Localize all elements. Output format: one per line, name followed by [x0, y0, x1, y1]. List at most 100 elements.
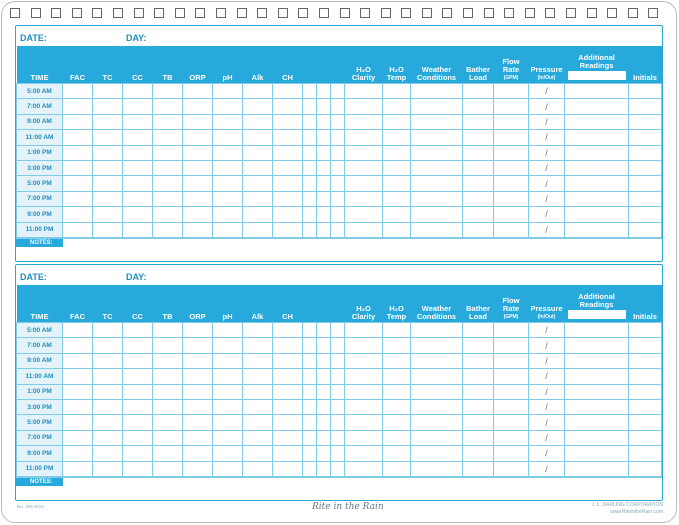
entry-cell[interactable]: [272, 159, 303, 177]
entry-cell[interactable]: [382, 337, 411, 354]
entry-cell[interactable]: [62, 383, 93, 400]
entry-cell[interactable]: [62, 113, 93, 131]
entry-cell[interactable]: [344, 383, 383, 400]
entry-cell[interactable]: [92, 460, 123, 477]
entry-cell[interactable]: [122, 383, 153, 400]
pressure-cell[interactable]: /: [528, 398, 565, 416]
entry-cell[interactable]: [302, 190, 317, 208]
entry-cell[interactable]: [462, 321, 494, 339]
entry-cell[interactable]: [330, 129, 345, 146]
entry-cell[interactable]: [302, 383, 317, 400]
entry-cell[interactable]: [316, 159, 331, 177]
entry-cell[interactable]: [628, 352, 662, 370]
entry-cell[interactable]: [628, 190, 662, 208]
entry-cell[interactable]: [316, 206, 331, 223]
entry-cell[interactable]: [410, 414, 463, 431]
pressure-cell[interactable]: /: [528, 414, 565, 431]
entry-cell[interactable]: [462, 129, 494, 146]
entry-cell[interactable]: [493, 144, 529, 161]
entry-cell[interactable]: [242, 175, 273, 192]
entry-cell[interactable]: [242, 321, 273, 339]
entry-cell[interactable]: [493, 159, 529, 177]
pressure-cell[interactable]: /: [528, 352, 565, 370]
entry-cell[interactable]: [122, 368, 153, 385]
entry-cell[interactable]: [62, 175, 93, 192]
entry-cell[interactable]: [462, 144, 494, 161]
entry-cell[interactable]: [212, 414, 243, 431]
entry-cell[interactable]: [382, 460, 411, 477]
entry-cell[interactable]: [212, 398, 243, 416]
entry-cell[interactable]: [302, 221, 317, 238]
entry-cell[interactable]: [330, 429, 345, 447]
entry-cell[interactable]: [344, 175, 383, 192]
entry-cell[interactable]: [410, 383, 463, 400]
notes-area[interactable]: NOTES:: [16, 476, 662, 517]
entry-cell[interactable]: [92, 368, 123, 385]
entry-cell[interactable]: [493, 352, 529, 370]
entry-cell[interactable]: [182, 113, 213, 131]
entry-cell[interactable]: [628, 383, 662, 400]
entry-cell[interactable]: [493, 321, 529, 339]
entry-cell[interactable]: [152, 221, 183, 238]
entry-cell[interactable]: [242, 383, 273, 400]
entry-cell[interactable]: [62, 129, 93, 146]
entry-cell[interactable]: [122, 190, 153, 208]
pressure-cell[interactable]: /: [528, 82, 565, 100]
entry-cell[interactable]: [302, 82, 317, 100]
entry-cell[interactable]: [344, 221, 383, 238]
entry-cell[interactable]: [62, 321, 93, 339]
entry-cell[interactable]: [92, 82, 123, 100]
entry-cell[interactable]: [382, 414, 411, 431]
entry-cell[interactable]: [92, 429, 123, 447]
entry-cell[interactable]: [122, 98, 153, 115]
entry-cell[interactable]: [344, 159, 383, 177]
entry-cell[interactable]: [628, 398, 662, 416]
entry-cell[interactable]: [242, 414, 273, 431]
entry-cell[interactable]: [410, 460, 463, 477]
entry-cell[interactable]: [410, 190, 463, 208]
entry-cell[interactable]: [182, 175, 213, 192]
entry-cell[interactable]: [182, 445, 213, 462]
entry-cell[interactable]: [344, 368, 383, 385]
entry-cell[interactable]: [182, 337, 213, 354]
pressure-cell[interactable]: /: [528, 159, 565, 177]
entry-cell[interactable]: [212, 460, 243, 477]
entry-cell[interactable]: [272, 129, 303, 146]
entry-cell[interactable]: [212, 337, 243, 354]
entry-cell[interactable]: [344, 129, 383, 146]
entry-cell[interactable]: [182, 129, 213, 146]
entry-cell[interactable]: [344, 206, 383, 223]
entry-cell[interactable]: [122, 414, 153, 431]
entry-cell[interactable]: [382, 175, 411, 192]
entry-cell[interactable]: [382, 144, 411, 161]
entry-cell[interactable]: [382, 221, 411, 238]
entry-cell[interactable]: [410, 221, 463, 238]
entry-cell[interactable]: [242, 98, 273, 115]
entry-cell[interactable]: [382, 368, 411, 385]
entry-cell[interactable]: [92, 190, 123, 208]
entry-cell[interactable]: [330, 445, 345, 462]
entry-cell[interactable]: [493, 429, 529, 447]
entry-cell[interactable]: [410, 368, 463, 385]
entry-cell[interactable]: [212, 352, 243, 370]
entry-cell[interactable]: [330, 352, 345, 370]
entry-cell[interactable]: [62, 206, 93, 223]
entry-cell[interactable]: [242, 113, 273, 131]
entry-cell[interactable]: [212, 206, 243, 223]
entry-cell[interactable]: [272, 445, 303, 462]
entry-cell[interactable]: [344, 352, 383, 370]
entry-cell[interactable]: [122, 460, 153, 477]
entry-cell[interactable]: [316, 190, 331, 208]
entry-cell[interactable]: [122, 445, 153, 462]
entry-cell[interactable]: [212, 368, 243, 385]
pressure-cell[interactable]: /: [528, 321, 565, 339]
entry-cell[interactable]: [152, 82, 183, 100]
entry-cell[interactable]: [564, 221, 629, 238]
entry-cell[interactable]: [212, 221, 243, 238]
entry-cell[interactable]: [344, 429, 383, 447]
entry-cell[interactable]: [122, 129, 153, 146]
entry-cell[interactable]: [344, 321, 383, 339]
entry-cell[interactable]: [182, 414, 213, 431]
entry-cell[interactable]: [382, 429, 411, 447]
entry-cell[interactable]: [382, 352, 411, 370]
